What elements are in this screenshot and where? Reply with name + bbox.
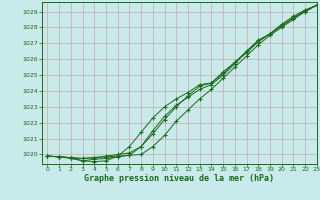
X-axis label: Graphe pression niveau de la mer (hPa): Graphe pression niveau de la mer (hPa)	[84, 174, 274, 183]
